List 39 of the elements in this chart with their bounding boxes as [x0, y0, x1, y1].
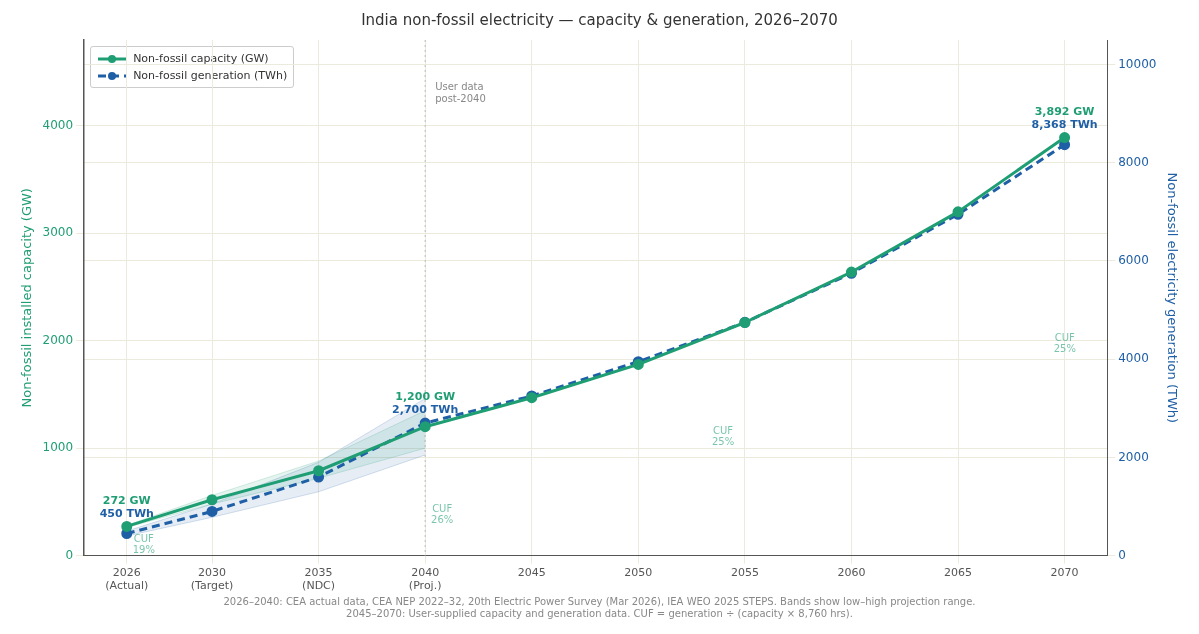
x-tick-label: 2050: [624, 566, 653, 580]
annotation: CUF 25%: [711, 425, 735, 448]
data-label: 2,700 TWh: [392, 403, 459, 417]
y2-tick-label: 0: [1118, 547, 1126, 562]
y-tick-label: 4000: [42, 118, 74, 133]
annotation: CUF 25%: [1053, 332, 1076, 355]
data-label: 450 TWh: [99, 506, 154, 520]
x-tick-label: 2070: [1050, 566, 1079, 580]
y2-tick-label: 8000: [1118, 154, 1149, 169]
y2-tick-label: 4000: [1118, 351, 1149, 366]
data-label: 8,368 TWh: [1031, 117, 1098, 131]
y-tick-label: 1000: [42, 440, 74, 455]
y2-tick-label: 2000: [1118, 449, 1149, 464]
ref-line-label: User data post-2040: [435, 80, 486, 104]
data-label: 272 GW: [102, 493, 151, 507]
data-label: 1,200 GW: [395, 390, 456, 404]
y-tick-label: 3000: [42, 225, 74, 240]
x-tick-label: 2055: [730, 566, 759, 580]
y2-tick-label: 6000: [1118, 253, 1149, 268]
x-tick-label: 2030 (Target): [190, 566, 234, 593]
x-tick-label: 2040 (Proj.): [408, 566, 442, 593]
y-tick-label: 2000: [42, 332, 74, 347]
data-label: 3,892 GW: [1034, 104, 1095, 118]
text: 2045–2070: User-supplied capacity and generation data. CUF = generation ÷ (capacity × 8,760 hrs).: [345, 608, 854, 620]
y2-tick-label: 10000: [1118, 56, 1157, 71]
chart-title: India non-fossil electricity — capacity & generation, 2026–2070: [361, 10, 838, 29]
x-tick-label: 2026 (Actual): [105, 566, 149, 593]
annotation: CUF 26%: [431, 503, 454, 526]
legend-label: Non-fossil capacity (GW): [133, 52, 269, 65]
x-tick-label: 2065: [944, 566, 973, 580]
x-tick-label: 2035 (NDC): [302, 566, 336, 593]
x-tick-label: 2060: [837, 566, 866, 580]
y-axis-title: Non-fossil installed capacity (GW): [19, 188, 35, 408]
y-tick-label: 0: [65, 547, 74, 562]
y2-axis-title: Non-fossil electricity generation (TWh): [1164, 172, 1180, 424]
legend-label: Non-fossil generation (TWh): [133, 69, 288, 82]
annotation: CUF 19%: [132, 533, 155, 556]
x-tick-label: 2045: [517, 566, 546, 580]
text: 2026–2040: CEA actual data, CEA NEP 2022–32, 20th Electric Power Survey (Mar 2026), IEA WEO 2025 STEPS. Bands show low–high projection range.: [222, 596, 977, 608]
